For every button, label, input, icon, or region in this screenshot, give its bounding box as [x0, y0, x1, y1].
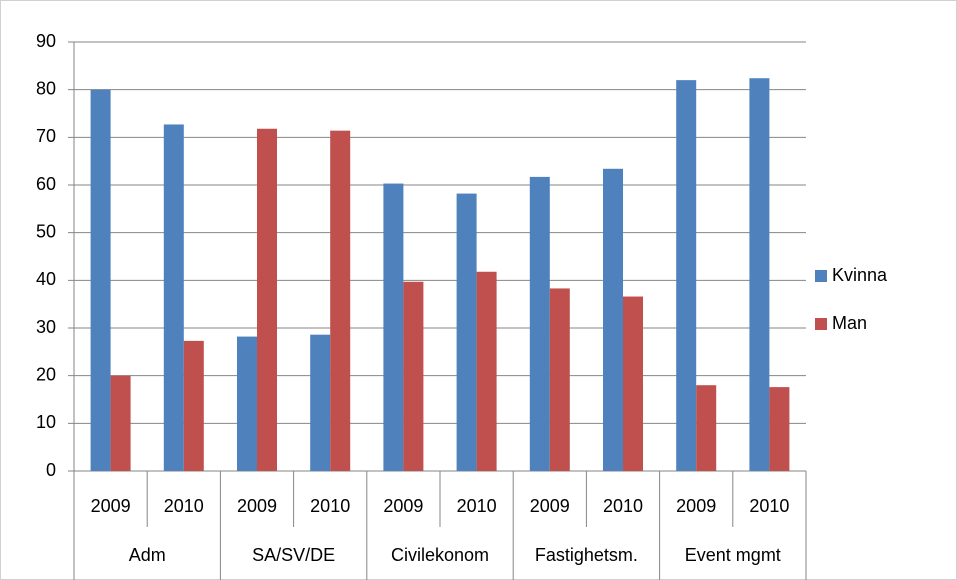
bar [623, 296, 643, 471]
bar [90, 89, 111, 472]
bar [529, 176, 550, 471]
bar [456, 193, 477, 471]
bar [383, 183, 404, 471]
x-tick-label: 2009 [676, 496, 716, 516]
x-tick-label: 2010 [603, 496, 643, 516]
legend-label: Kvinna [832, 265, 888, 285]
bar [769, 387, 790, 471]
bar [183, 340, 204, 471]
bar [476, 271, 497, 471]
y-tick-label: 80 [36, 78, 56, 98]
bar [110, 375, 131, 471]
y-tick-label: 20 [36, 364, 56, 384]
x-group-label: SA/SV/DE [252, 545, 335, 565]
x-tick-label: 2009 [237, 496, 277, 516]
bar [676, 80, 697, 471]
x-tick-label: 2010 [457, 496, 497, 516]
y-tick-label: 30 [36, 317, 56, 337]
x-group-label: Civilekonom [391, 545, 489, 565]
legend-swatch [815, 318, 827, 330]
x-tick-label: 2010 [749, 496, 789, 516]
y-tick-label: 70 [36, 126, 56, 146]
x-tick-label: 2009 [383, 496, 423, 516]
y-tick-label: 60 [36, 174, 56, 194]
y-tick-label: 10 [36, 412, 56, 432]
x-group-label: Adm [129, 545, 166, 565]
bar [403, 281, 424, 471]
bar [549, 288, 570, 471]
x-group-label: Event mgmt [685, 545, 781, 565]
y-tick-label: 40 [36, 269, 56, 289]
x-tick-label: 2010 [310, 496, 350, 516]
bar [696, 385, 717, 471]
bar [163, 124, 184, 472]
bar [310, 334, 331, 471]
bar [237, 336, 257, 471]
legend-label: Man [832, 313, 867, 333]
y-tick-label: 50 [36, 221, 56, 241]
bar [330, 130, 351, 471]
bar [749, 78, 770, 471]
bar [603, 168, 623, 471]
x-tick-label: 2009 [530, 496, 570, 516]
y-tick-label: 0 [46, 460, 56, 480]
legend-swatch [815, 270, 827, 282]
y-tick-label: 90 [36, 31, 56, 51]
x-tick-label: 2010 [164, 496, 204, 516]
x-tick-label: 2009 [91, 496, 131, 516]
x-group-label: Fastighetsm. [535, 545, 638, 565]
bar [257, 128, 277, 471]
